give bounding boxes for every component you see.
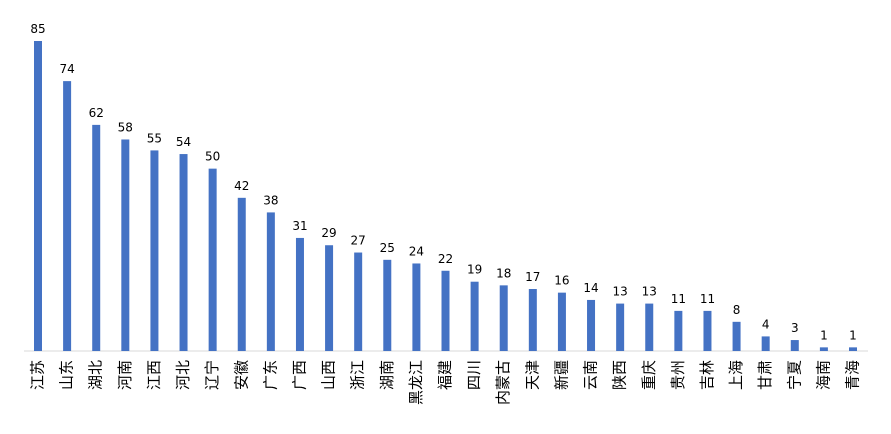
bar <box>63 81 72 351</box>
x-tick-label: 河南 <box>116 360 134 390</box>
x-tick-label: 山西 <box>320 360 338 390</box>
data-label: 25 <box>380 241 395 255</box>
bar <box>208 168 217 351</box>
bar <box>121 139 130 351</box>
x-tick-label: 陕西 <box>611 360 629 390</box>
data-label: 74 <box>59 62 74 76</box>
data-label: 4 <box>762 317 770 331</box>
bar <box>412 263 421 351</box>
data-label: 1 <box>849 328 857 342</box>
data-label: 58 <box>118 120 133 134</box>
bar <box>470 281 479 351</box>
bar <box>499 285 508 351</box>
bar <box>92 124 101 351</box>
x-tick-label: 辽宁 <box>203 360 221 390</box>
data-label: 62 <box>89 106 104 120</box>
x-tick-label: 江西 <box>145 360 163 390</box>
bar <box>761 336 770 351</box>
data-label: 18 <box>496 266 511 280</box>
data-label: 55 <box>147 131 162 145</box>
data-label: 14 <box>583 281 598 295</box>
data-label: 11 <box>700 292 715 306</box>
bar <box>354 252 363 351</box>
data-label: 19 <box>467 263 482 277</box>
x-tick-label: 广东 <box>261 360 279 390</box>
data-label: 3 <box>791 321 799 335</box>
x-tick-label: 山东 <box>58 360 76 390</box>
bar <box>441 270 450 351</box>
data-label: 85 <box>30 22 45 36</box>
bar <box>674 310 683 351</box>
bar <box>34 41 42 351</box>
x-tick-label: 甘肃 <box>756 360 774 390</box>
bar <box>616 303 625 351</box>
x-tick-label: 青海 <box>844 360 862 390</box>
data-label: 13 <box>642 285 657 299</box>
x-tick-label: 云南 <box>582 360 600 390</box>
data-label: 31 <box>292 219 307 233</box>
data-label: 54 <box>176 135 191 149</box>
bar <box>557 292 566 351</box>
x-tick-label: 内蒙古 <box>494 360 512 405</box>
x-tick-label: 吉林 <box>698 360 716 390</box>
data-label: 13 <box>613 285 628 299</box>
bar <box>790 340 799 351</box>
bar <box>732 321 741 351</box>
data-label: 17 <box>525 270 540 284</box>
x-tick-label: 浙江 <box>349 360 367 390</box>
bar <box>528 289 537 351</box>
x-tick-label: 四川 <box>465 360 483 390</box>
x-tick-label: 宁夏 <box>785 360 803 390</box>
x-tick-label: 上海 <box>727 360 745 390</box>
bar <box>325 245 334 351</box>
x-tick-label: 重庆 <box>640 360 658 390</box>
x-tick-label: 黑龙江 <box>407 360 425 405</box>
data-label: 50 <box>205 150 220 164</box>
x-tick-label: 江苏 <box>29 360 47 390</box>
data-label: 27 <box>351 234 366 248</box>
bar <box>383 259 392 351</box>
x-tick-label: 湖南 <box>378 360 396 390</box>
x-tick-label: 天津 <box>523 360 541 390</box>
bar <box>645 303 654 351</box>
bar <box>819 347 828 351</box>
data-label: 29 <box>321 226 336 240</box>
bar <box>179 154 188 351</box>
data-label: 16 <box>554 274 569 288</box>
bar <box>849 347 857 351</box>
bar <box>295 237 304 351</box>
data-label: 42 <box>234 179 249 193</box>
x-tick-label: 安徽 <box>232 360 250 390</box>
bar <box>587 299 596 351</box>
x-tick-label: 广西 <box>290 360 308 390</box>
data-label: 1 <box>820 328 828 342</box>
data-label: 38 <box>263 193 278 207</box>
x-tick-label: 海南 <box>814 360 832 390</box>
x-tick-label: 新疆 <box>552 360 570 390</box>
bar <box>150 150 159 351</box>
x-tick-label: 河北 <box>174 360 192 390</box>
bar <box>237 197 246 351</box>
x-tick-label: 贵州 <box>669 360 687 390</box>
data-label: 11 <box>671 292 686 306</box>
bar <box>266 212 275 351</box>
x-tick-label: 湖北 <box>87 360 105 390</box>
data-label: 8 <box>733 303 741 317</box>
data-label: 24 <box>409 244 424 258</box>
bar <box>703 310 712 351</box>
data-label: 22 <box>438 252 453 266</box>
x-tick-label: 福建 <box>436 360 454 390</box>
